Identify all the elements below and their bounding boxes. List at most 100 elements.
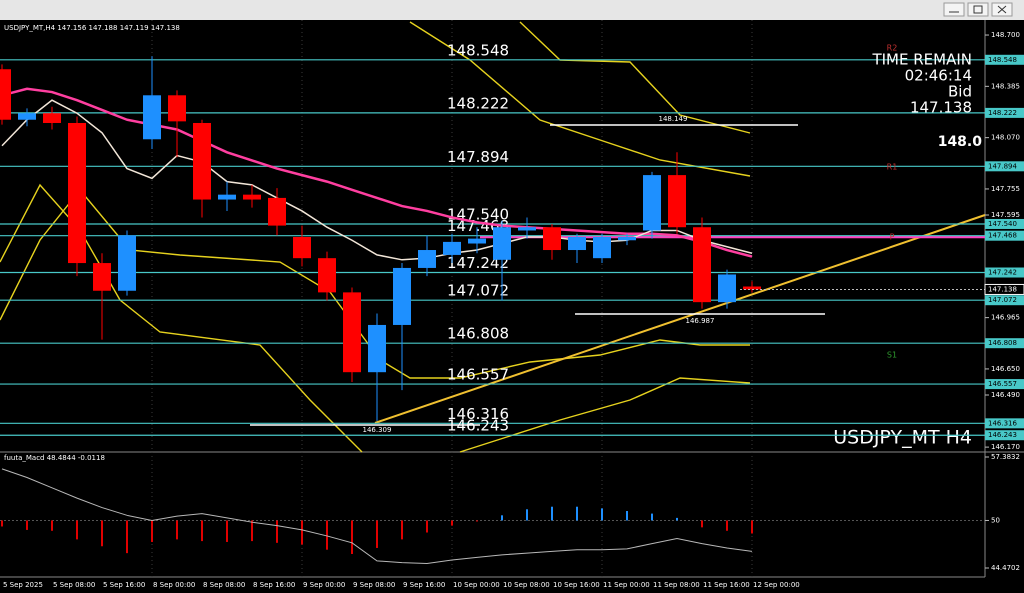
histogram-bar	[251, 520, 253, 542]
minimize-button[interactable]	[943, 2, 965, 17]
candle-body	[593, 237, 611, 259]
x-tick-label: 9 Sep 00:00	[303, 581, 345, 589]
y-tick-label: 44.4702	[991, 564, 1020, 572]
candle-body	[118, 235, 136, 291]
candle-body	[743, 286, 761, 290]
y-tick-label: 148.700	[991, 31, 1020, 39]
band-line	[459, 377, 751, 453]
candle-body	[293, 237, 311, 259]
level-label: 148.222	[447, 94, 509, 112]
last-price-tag	[984, 283, 1024, 295]
band-line	[519, 21, 751, 134]
y-tick-label: 50	[991, 516, 1000, 524]
candle-body	[93, 263, 111, 291]
histogram-bar	[176, 520, 178, 540]
level-tag	[985, 267, 1024, 278]
histogram-bar	[726, 520, 728, 531]
y-tick-label: 147.755	[991, 185, 1020, 193]
candle-body	[243, 194, 261, 200]
level-tag-label: 146.243	[988, 431, 1017, 439]
candle-body	[168, 95, 186, 122]
histogram-bar	[576, 506, 578, 521]
level-tag-label: 147.468	[988, 232, 1017, 240]
candle-body	[268, 197, 286, 226]
x-tick-label: 10 Sep 08:00	[503, 581, 550, 589]
histogram-bar	[376, 520, 378, 548]
trend-line	[374, 214, 986, 424]
histogram-bar	[51, 520, 53, 531]
indicator-title: fuuta_Macd 48.4844 -0.0118	[4, 454, 105, 462]
histogram-bar	[226, 520, 228, 542]
pivot-label: R2	[887, 44, 898, 53]
big-label: 148.0	[938, 134, 983, 150]
candle-body	[643, 175, 661, 231]
restore-icon	[973, 5, 983, 14]
x-tick-label: 8 Sep 00:00	[153, 581, 195, 589]
x-tick-label: 9 Sep 16:00	[403, 581, 445, 589]
level-tag-label: 146.316	[988, 419, 1017, 427]
histogram-bar	[626, 511, 628, 521]
candle-body	[443, 241, 461, 255]
candle-body	[368, 324, 386, 373]
pivot-label: P	[890, 233, 895, 242]
level-label: 146.808	[447, 325, 509, 343]
histogram-bar	[76, 520, 78, 540]
level-tag	[985, 418, 1024, 429]
level-tag	[985, 107, 1024, 118]
pivot-label: R1	[887, 163, 898, 172]
bands	[0, 21, 986, 453]
histogram-bar	[126, 520, 128, 554]
histogram-bar	[551, 506, 553, 521]
candle-body	[568, 237, 586, 251]
level-tag-label: 146.808	[988, 339, 1017, 347]
level-tag	[985, 295, 1024, 306]
histogram-bar	[351, 520, 353, 554]
histogram-bar	[501, 515, 503, 521]
level-tag	[985, 338, 1024, 349]
candle-body	[693, 227, 711, 303]
histogram-bar	[476, 520, 478, 522]
candle-body	[68, 122, 86, 264]
level-label: 148.548	[447, 41, 509, 59]
level-tag	[985, 379, 1024, 390]
x-tick-label: 12 Sep 00:00	[753, 581, 800, 589]
candle-body	[518, 227, 536, 231]
level-tag-label: 148.222	[988, 109, 1017, 117]
histogram-bar	[676, 517, 678, 521]
level-label: 146.243	[447, 417, 509, 435]
y-tick-label: 147.595	[991, 211, 1020, 219]
x-tick-label: 10 Sep 16:00	[553, 581, 600, 589]
x-tick-label: 9 Sep 08:00	[353, 581, 395, 589]
chart-title: USDJPY_MT,H4 147.156 147.188 147.119 147…	[4, 24, 180, 32]
y-tick-label: 146.965	[991, 314, 1020, 322]
x-tick-label: 11 Sep 08:00	[653, 581, 700, 589]
indicator-line	[1, 87, 753, 258]
restore-button[interactable]	[967, 2, 989, 17]
histogram-bar	[601, 508, 603, 521]
y-tick-label: 146.170	[991, 443, 1020, 451]
candle-body	[468, 238, 486, 244]
level-tag-label: 146.557	[988, 380, 1017, 388]
level-tag-label: 147.242	[988, 269, 1017, 277]
histogram-bar	[1, 520, 3, 527]
info-text: 147.138	[910, 99, 972, 117]
signal-line	[1, 468, 753, 564]
x-tick-label: 10 Sep 00:00	[453, 581, 500, 589]
level-label: 147.072	[447, 282, 509, 300]
last-price-label: 147.138	[988, 285, 1017, 293]
x-tick-label: 5 Sep 08:00	[53, 581, 95, 589]
band-line	[409, 21, 751, 177]
candle-body	[718, 274, 736, 303]
band-line	[0, 183, 363, 453]
y-tick-label: 148.070	[991, 134, 1020, 142]
candle-body	[143, 95, 161, 140]
y-tick-label: 148.385	[991, 82, 1020, 90]
candle-body	[318, 258, 336, 293]
info-text: 02:46:14	[905, 67, 972, 85]
pivot-label: S1	[887, 351, 897, 360]
level-tag-label: 147.540	[988, 220, 1017, 228]
level-tag-label: 147.894	[988, 162, 1017, 170]
x-tick-label: 11 Sep 00:00	[603, 581, 650, 589]
level-label: 146.316	[447, 405, 509, 423]
histogram-bar	[751, 520, 753, 534]
